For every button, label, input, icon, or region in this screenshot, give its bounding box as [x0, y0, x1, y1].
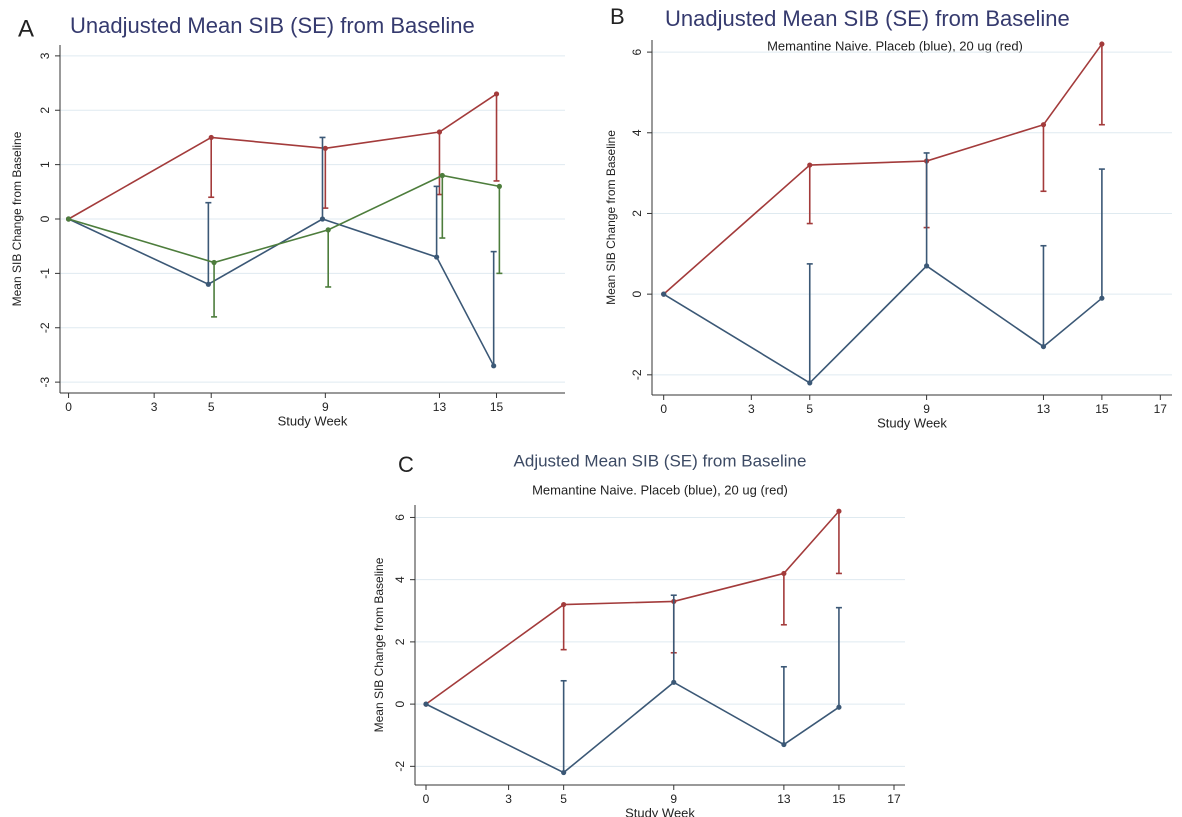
y-tick-label: 0: [38, 215, 52, 222]
x-tick-label: 9: [923, 402, 930, 416]
x-tick-label: 15: [832, 792, 846, 806]
x-tick-label: 0: [423, 792, 430, 806]
series-line: [663, 264, 1103, 384]
y-tick-label: 2: [393, 638, 407, 645]
point: [65, 216, 72, 222]
panel-label: A: [18, 15, 34, 42]
point: [807, 380, 813, 386]
y-tick-label: 6: [630, 48, 644, 55]
chart-title: Adjusted Mean SIB (SE) from Baseline: [514, 451, 807, 470]
series-line: [68, 218, 495, 367]
x-tick-label: 0: [660, 402, 667, 416]
point: [434, 254, 440, 260]
y-tick-label: -2: [38, 322, 52, 333]
point: [671, 679, 677, 685]
point: [439, 172, 445, 179]
point: [1040, 343, 1047, 350]
chart-subtitle: Memantine Naive. Placeb (blue), 20 ug (r…: [532, 482, 788, 497]
y-tick-label: -2: [393, 761, 407, 772]
x-axis-label: Study Week: [278, 413, 348, 428]
y-tick-label: 4: [630, 129, 644, 136]
x-tick-label: 9: [322, 400, 329, 414]
y-tick-label: 0: [393, 700, 407, 707]
point: [423, 701, 429, 707]
y-tick-label: 4: [393, 576, 407, 583]
x-tick-label: 3: [151, 400, 158, 414]
point: [205, 281, 211, 287]
point: [807, 162, 813, 168]
series-line: [425, 681, 840, 774]
point: [561, 601, 567, 608]
x-tick-label: 3: [748, 402, 755, 416]
series-line: [663, 43, 1103, 295]
y-tick-label: 3: [38, 52, 52, 59]
point: [836, 508, 842, 514]
x-axis-label: Study Week: [625, 805, 695, 817]
x-tick-label: 5: [560, 792, 567, 806]
y-tick-label: 2: [38, 107, 52, 114]
y-tick-label: 0: [630, 290, 644, 297]
point: [1099, 295, 1105, 301]
point: [561, 769, 567, 776]
point: [322, 145, 328, 151]
y-axis-label: Mean SIB Change from Baseline: [10, 131, 24, 306]
y-axis-label: Mean SIB Change from Baseline: [372, 557, 386, 732]
point: [836, 704, 842, 710]
y-tick-label: -1: [38, 268, 52, 279]
chart-subtitle: Memantine Naive. Placeb (blue), 20 ug (r…: [767, 38, 1023, 53]
x-tick-label: 13: [777, 792, 791, 806]
point: [493, 91, 500, 97]
point: [208, 134, 214, 141]
point: [319, 216, 326, 222]
point: [436, 129, 443, 135]
y-tick-label: -2: [630, 369, 644, 380]
x-tick-label: 17: [1154, 402, 1168, 416]
chart-title: Unadjusted Mean SIB (SE) from Baseline: [665, 6, 1070, 31]
point: [781, 570, 787, 577]
x-tick-label: 3: [505, 792, 512, 806]
series-line: [425, 510, 840, 705]
y-tick-label: 6: [393, 514, 407, 521]
chart-title: Unadjusted Mean SIB (SE) from Baseline: [70, 13, 475, 38]
x-tick-label: 9: [670, 792, 677, 806]
point: [491, 363, 497, 369]
point: [661, 291, 667, 297]
x-tick-label: 15: [1095, 402, 1109, 416]
x-axis-label: Study Week: [877, 415, 947, 430]
point: [496, 183, 502, 189]
x-tick-label: 17: [887, 792, 901, 806]
point: [211, 259, 217, 266]
panel-label: C: [398, 452, 414, 477]
series-line: [68, 93, 497, 220]
panel-label: B: [610, 4, 625, 29]
point: [325, 227, 331, 233]
x-tick-label: 13: [1037, 402, 1051, 416]
y-axis-label: Mean SIB Change from Baseline: [604, 130, 618, 305]
x-tick-label: 5: [806, 402, 813, 416]
y-tick-label: -3: [38, 376, 52, 387]
point: [1099, 41, 1105, 47]
y-tick-label: 1: [38, 161, 52, 168]
x-tick-label: 15: [490, 400, 504, 414]
x-tick-label: 5: [208, 400, 215, 414]
point: [924, 263, 930, 269]
y-tick-label: 2: [630, 210, 644, 217]
x-tick-label: 0: [65, 400, 72, 414]
point: [1040, 122, 1047, 128]
point: [781, 741, 787, 748]
x-tick-label: 13: [433, 400, 447, 414]
